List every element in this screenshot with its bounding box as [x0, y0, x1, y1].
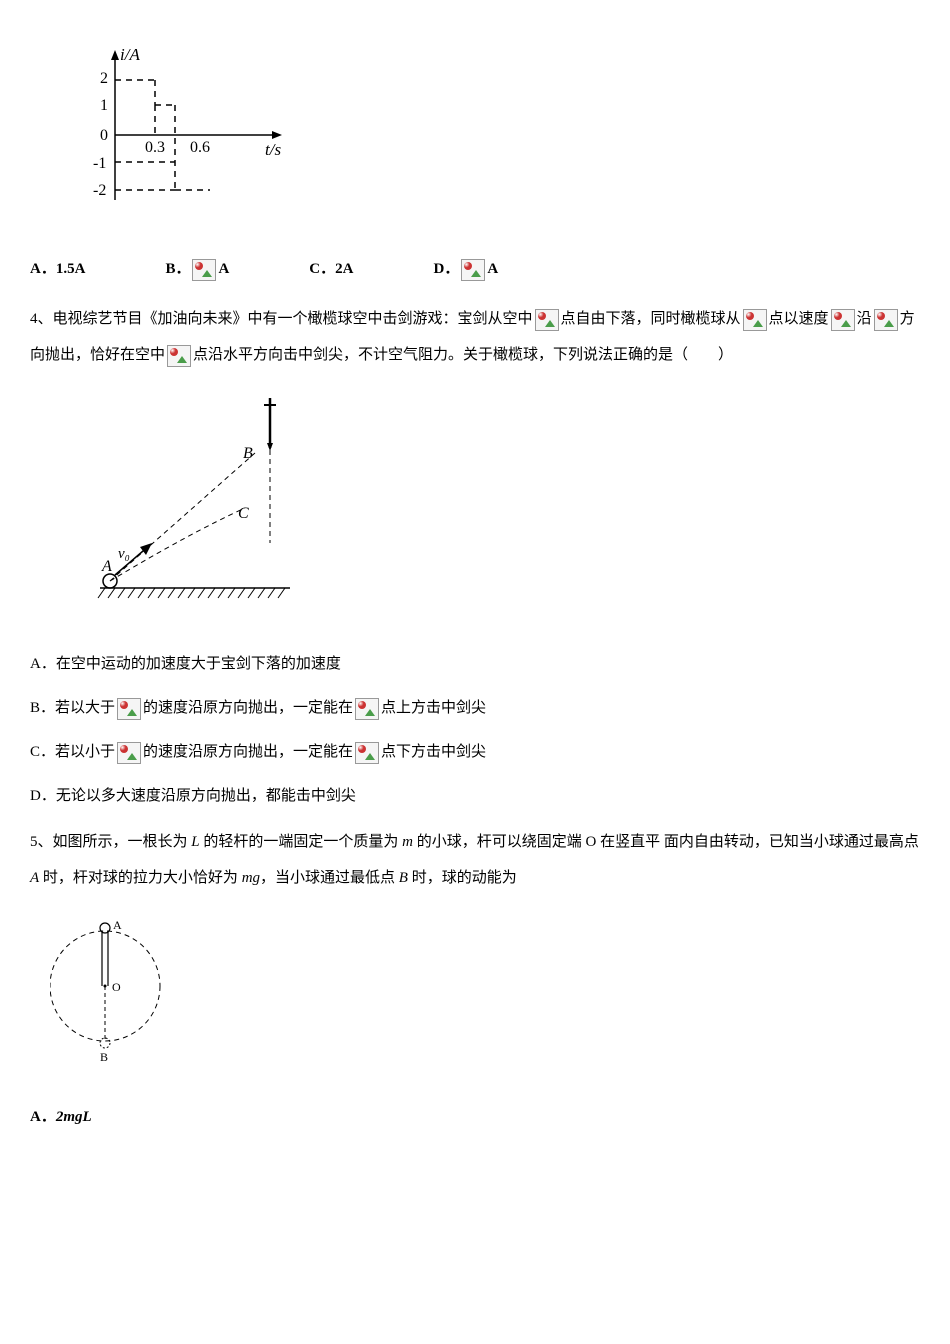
q4-c-p1: 若以小于: [55, 744, 115, 760]
q3-a-text: 1.5A: [56, 253, 86, 286]
q4-p4: 沿: [857, 311, 872, 327]
q3-c-prefix: C．: [309, 253, 335, 286]
ytick-n2: -2: [93, 182, 106, 199]
q3-chart: 2 1 0 -1 -2 0.3 0.6 i/A t/s: [60, 40, 920, 233]
broken-image-icon: [535, 309, 559, 331]
svg-text:C: C: [238, 505, 249, 522]
q5-diagram: A O B: [50, 911, 920, 1079]
broken-image-icon: [167, 345, 191, 367]
svg-text:A: A: [113, 918, 122, 932]
svg-text:B: B: [100, 1050, 108, 1064]
broken-image-icon: [874, 309, 898, 331]
svg-text:O: O: [112, 980, 121, 994]
q4-prefix: 4、: [30, 311, 53, 327]
q4-diagram: A B C v₀: [90, 393, 920, 626]
q5-option-a: A．2mgL: [30, 1099, 920, 1135]
q4-c-prefix: C．: [30, 744, 55, 760]
broken-image-icon: [743, 309, 767, 331]
q5-L: L: [191, 834, 199, 850]
q4-p3: 点以速度: [769, 311, 829, 327]
q4-stem: 4、电视综艺节目《加油向未来》中有一个橄榄球空中击剑游戏：宝剑从空中 点自由下落，…: [30, 301, 920, 373]
q5-p1: 如图所示，一根长为: [53, 834, 192, 850]
q5-p5: ，当小球通过最低点: [260, 870, 399, 886]
q4-b-prefix: B．: [30, 700, 55, 716]
projectile-diagram: A B C v₀: [90, 393, 300, 613]
vertical-circle-diagram: A O B: [50, 911, 170, 1066]
q4-b-p2: 的速度沿原方向抛出，一定能在: [143, 700, 353, 716]
q3-options: A． 1.5A B． A C． 2A D． A: [30, 253, 920, 286]
xtick-03: 0.3: [145, 139, 165, 156]
q5-p2: 的轻杆的一端固定一个质量为: [200, 834, 403, 850]
q5-p3: 的小球，杆可以绕固定端 O 在竖直平 面内自由转动，已知当小球通过最高点: [413, 834, 919, 850]
q3-d-prefix: D．: [433, 253, 459, 286]
q4-c-p2: 的速度沿原方向抛出，一定能在: [143, 744, 353, 760]
q5-a-prefix: A．: [30, 1109, 56, 1125]
q5-mg: mg: [242, 870, 260, 886]
current-time-graph: 2 1 0 -1 -2 0.3 0.6 i/A t/s: [60, 40, 300, 220]
q5-p6: 时，球的动能为: [408, 870, 517, 886]
q4-c-p3: 点下方击中剑尖: [381, 744, 486, 760]
xtick-06: 0.6: [190, 139, 210, 156]
q4-p6: 点沿水平方向击中剑尖，不计空气阻力。关于橄榄球，下列说法正确的是（ ）: [193, 347, 733, 363]
q5-B: B: [399, 870, 408, 886]
q4-p2: 点自由下落，同时橄榄球从: [561, 311, 741, 327]
broken-image-icon: [117, 742, 141, 764]
q3-option-b: B． A: [165, 253, 229, 286]
q4-option-a: A．在空中运动的加速度大于宝剑下落的加速度: [30, 646, 920, 682]
q5-stem: 5、如图所示，一根长为 L 的轻杆的一端固定一个质量为 m 的小球，杆可以绕固定…: [30, 824, 920, 896]
q4-a-prefix: A．: [30, 656, 56, 672]
ytick-0: 0: [100, 127, 108, 144]
q5-prefix: 5、: [30, 834, 53, 850]
q3-option-c: C． 2A: [309, 253, 353, 286]
q5-m: m: [402, 834, 413, 850]
broken-image-icon: [192, 259, 216, 281]
ytick-1: 1: [100, 97, 108, 114]
broken-image-icon: [831, 309, 855, 331]
broken-image-icon: [355, 742, 379, 764]
broken-image-icon: [117, 698, 141, 720]
q4-b-p1: 若以大于: [55, 700, 115, 716]
q4-a-text: 在空中运动的加速度大于宝剑下落的加速度: [56, 656, 341, 672]
q3-b-suffix: A: [218, 253, 229, 286]
q3-option-d: D． A: [433, 253, 498, 286]
q5-p4: 时，杆对球的拉力大小恰好为: [39, 870, 242, 886]
q3-d-suffix: A: [487, 253, 498, 286]
q4-p1: 电视综艺节目《加油向未来》中有一个橄榄球空中击剑游戏：宝剑从空中: [53, 311, 533, 327]
y-axis-label: i/A: [120, 45, 140, 64]
q4-option-c: C．若以小于 的速度沿原方向抛出，一定能在 点下方击中剑尖: [30, 734, 920, 770]
q4-option-b: B．若以大于 的速度沿原方向抛出，一定能在 点上方击中剑尖: [30, 690, 920, 726]
q5-A: A: [30, 870, 39, 886]
q4-b-p3: 点上方击中剑尖: [381, 700, 486, 716]
svg-text:v₀: v₀: [118, 546, 130, 562]
q5-a-text: 2mgL: [56, 1109, 92, 1125]
broken-image-icon: [461, 259, 485, 281]
q3-b-prefix: B．: [165, 253, 190, 286]
q4-d-text: 无论以多大速度沿原方向抛出，都能击中剑尖: [56, 788, 356, 804]
q3-option-a: A． 1.5A: [30, 253, 85, 286]
ytick-2: 2: [100, 70, 108, 87]
q3-c-text: 2A: [335, 253, 353, 286]
x-axis-label: t/s: [265, 140, 281, 159]
ytick-n1: -1: [93, 155, 106, 172]
q4-option-d: D．无论以多大速度沿原方向抛出，都能击中剑尖: [30, 778, 920, 814]
svg-text:A: A: [101, 558, 112, 575]
broken-image-icon: [355, 698, 379, 720]
q3-a-prefix: A．: [30, 253, 56, 286]
svg-text:B: B: [243, 445, 253, 462]
q4-d-prefix: D．: [30, 788, 56, 804]
